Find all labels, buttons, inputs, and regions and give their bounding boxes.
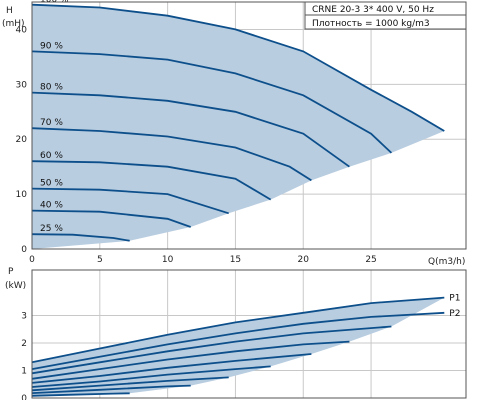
head-axis-label: H — [6, 6, 13, 16]
power-curve-panel: P1 P2 0 1 2 3 P (kW) — [5, 267, 467, 400]
head-axis-unit: (mH) — [2, 19, 25, 29]
x-tick-label: 10 — [162, 255, 174, 265]
curve-line-2 — [31, 325, 392, 375]
y-tick-label: 1 — [21, 367, 27, 377]
curve-line-1 — [31, 50, 393, 154]
power-chart-frame — [31, 269, 467, 399]
y-tick-label: 10 — [16, 190, 28, 200]
y-tick-label: 20 — [16, 135, 28, 145]
flow-axis-label: Q(m3/h) — [428, 257, 465, 267]
curve-line-3 — [31, 340, 350, 380]
y-tick-label: 40 — [16, 25, 28, 35]
curve-line-0 — [31, 296, 445, 364]
curve-line-7 — [31, 384, 191, 394]
curve-line-1 — [31, 311, 445, 370]
curve-line-4 — [31, 160, 272, 201]
curve-label-1: 90 % — [40, 41, 63, 51]
curve-label-5: 50 % — [40, 179, 63, 189]
x-tick-label: 5 — [97, 255, 103, 265]
power-tick-labels: 0 1 2 3 — [21, 312, 27, 400]
power-axis-unit: (kW) — [5, 281, 26, 291]
power-axis-label: P — [8, 267, 14, 277]
y-tick-label: 30 — [16, 80, 28, 90]
curve-label-6: 40 % — [40, 201, 63, 211]
curve-label-0: P1 — [449, 294, 460, 304]
head-curves — [31, 3, 445, 242]
curve-line-4 — [31, 353, 312, 384]
curve-line-5 — [31, 187, 229, 215]
curve-label-2: 80 % — [40, 83, 63, 93]
curve-line-0 — [31, 3, 445, 132]
y-tick-label: 3 — [21, 312, 27, 322]
power-curves — [31, 296, 445, 397]
curve-label-3: 70 % — [40, 118, 63, 128]
head-operating-area — [32, 4, 445, 250]
curve-line-6 — [31, 209, 192, 228]
y-tick-label: 0 — [21, 394, 27, 400]
head-chart-frame — [31, 1, 467, 250]
y-tick-label: 2 — [21, 339, 27, 349]
head-curve-panel: 100 %90 %80 %70 %60 %50 %40 %25 % 051015… — [2, 0, 467, 267]
x-tick-label: 15 — [230, 255, 241, 265]
y-tick-label: 0 — [21, 245, 27, 255]
curve-label-4: 60 % — [40, 151, 63, 161]
head-tick-labels: 0 10 20 30 40 — [16, 25, 28, 255]
x-tick-label: 25 — [365, 255, 376, 265]
x-tick-label: 20 — [298, 255, 310, 265]
curve-line-3 — [31, 127, 312, 182]
power-curve-labels: P1 P2 — [449, 294, 460, 319]
curve-line-6 — [31, 376, 229, 392]
curve-line-5 — [31, 365, 271, 388]
x-tick-label: 0 — [29, 255, 35, 265]
pump-model-text: CRNE 20-3 3* 400 V, 50 Hz — [312, 5, 434, 15]
flow-tick-labels: 0 5 10 15 20 25 — [29, 255, 377, 265]
curve-line-8 — [31, 392, 130, 397]
density-text: Плотность = 1000 kg/m3 — [312, 19, 430, 29]
curve-label-7: 25 % — [40, 224, 63, 234]
curve-line-2 — [31, 91, 350, 168]
curve-line-7 — [31, 233, 130, 242]
curve-label-1: P2 — [449, 309, 460, 319]
